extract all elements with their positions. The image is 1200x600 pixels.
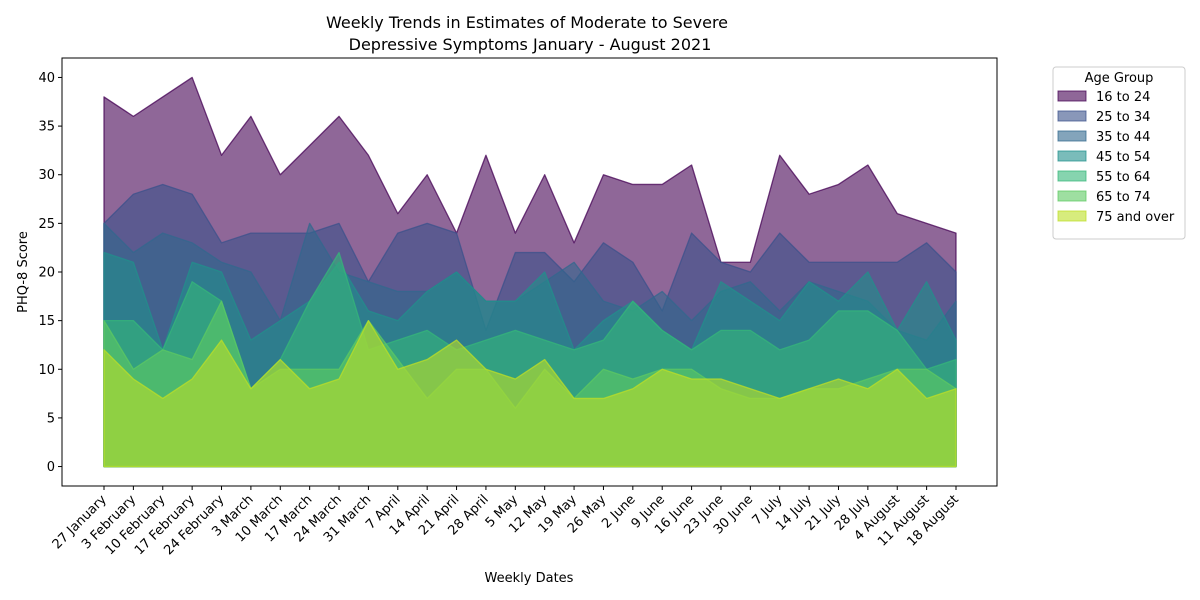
y-tick-label: 0 bbox=[47, 460, 55, 475]
legend-swatch-3 bbox=[1057, 130, 1087, 142]
y-tick-label: 10 bbox=[38, 363, 55, 378]
plot-areas bbox=[103, 76, 957, 468]
y-tick-label: 30 bbox=[38, 168, 55, 183]
chart-title-line-1: Weekly Trends in Estimates of Moderate t… bbox=[326, 13, 728, 32]
chart-title-line-2: Depressive Symptoms January - August 202… bbox=[349, 35, 712, 54]
legend-label-7: 75 and over bbox=[1096, 210, 1175, 225]
legend-title: Age Group bbox=[1085, 71, 1154, 86]
legend-label-2: 25 to 34 bbox=[1096, 110, 1150, 125]
legend-swatch-1 bbox=[1057, 90, 1087, 102]
y-axis: 0 5 10 15 20 25 30 35 40 bbox=[38, 71, 62, 475]
legend-label-1: 16 to 24 bbox=[1096, 90, 1150, 105]
legend-swatch-4 bbox=[1057, 150, 1087, 162]
legend-label-4: 45 to 54 bbox=[1096, 150, 1150, 165]
y-tick-label: 15 bbox=[38, 314, 55, 329]
y-tick-label: 40 bbox=[38, 71, 55, 86]
legend-swatch-6 bbox=[1057, 190, 1087, 202]
legend-label-3: 35 to 44 bbox=[1096, 130, 1150, 145]
y-axis-label: PHQ-8 Score bbox=[16, 231, 31, 313]
legend-swatch-7 bbox=[1057, 210, 1087, 222]
legend: Age Group 16 to 24 25 to 34 35 to 44 45 to 5… bbox=[1052, 66, 1186, 240]
y-tick-label: 20 bbox=[38, 266, 55, 281]
chart-title: Weekly Trends in Estimates of Moderate t… bbox=[326, 13, 728, 54]
area-series-7 bbox=[103, 319, 957, 468]
legend-label-5: 55 to 64 bbox=[1096, 170, 1150, 185]
y-tick-label: 25 bbox=[38, 217, 55, 232]
y-tick-label: 5 bbox=[47, 411, 55, 426]
legend-swatch-5 bbox=[1057, 170, 1087, 182]
legend-label-6: 65 to 74 bbox=[1096, 190, 1150, 205]
legend-swatch-2 bbox=[1057, 110, 1087, 122]
x-axis-label: Weekly Dates bbox=[485, 571, 574, 586]
y-tick-label: 35 bbox=[38, 120, 55, 135]
